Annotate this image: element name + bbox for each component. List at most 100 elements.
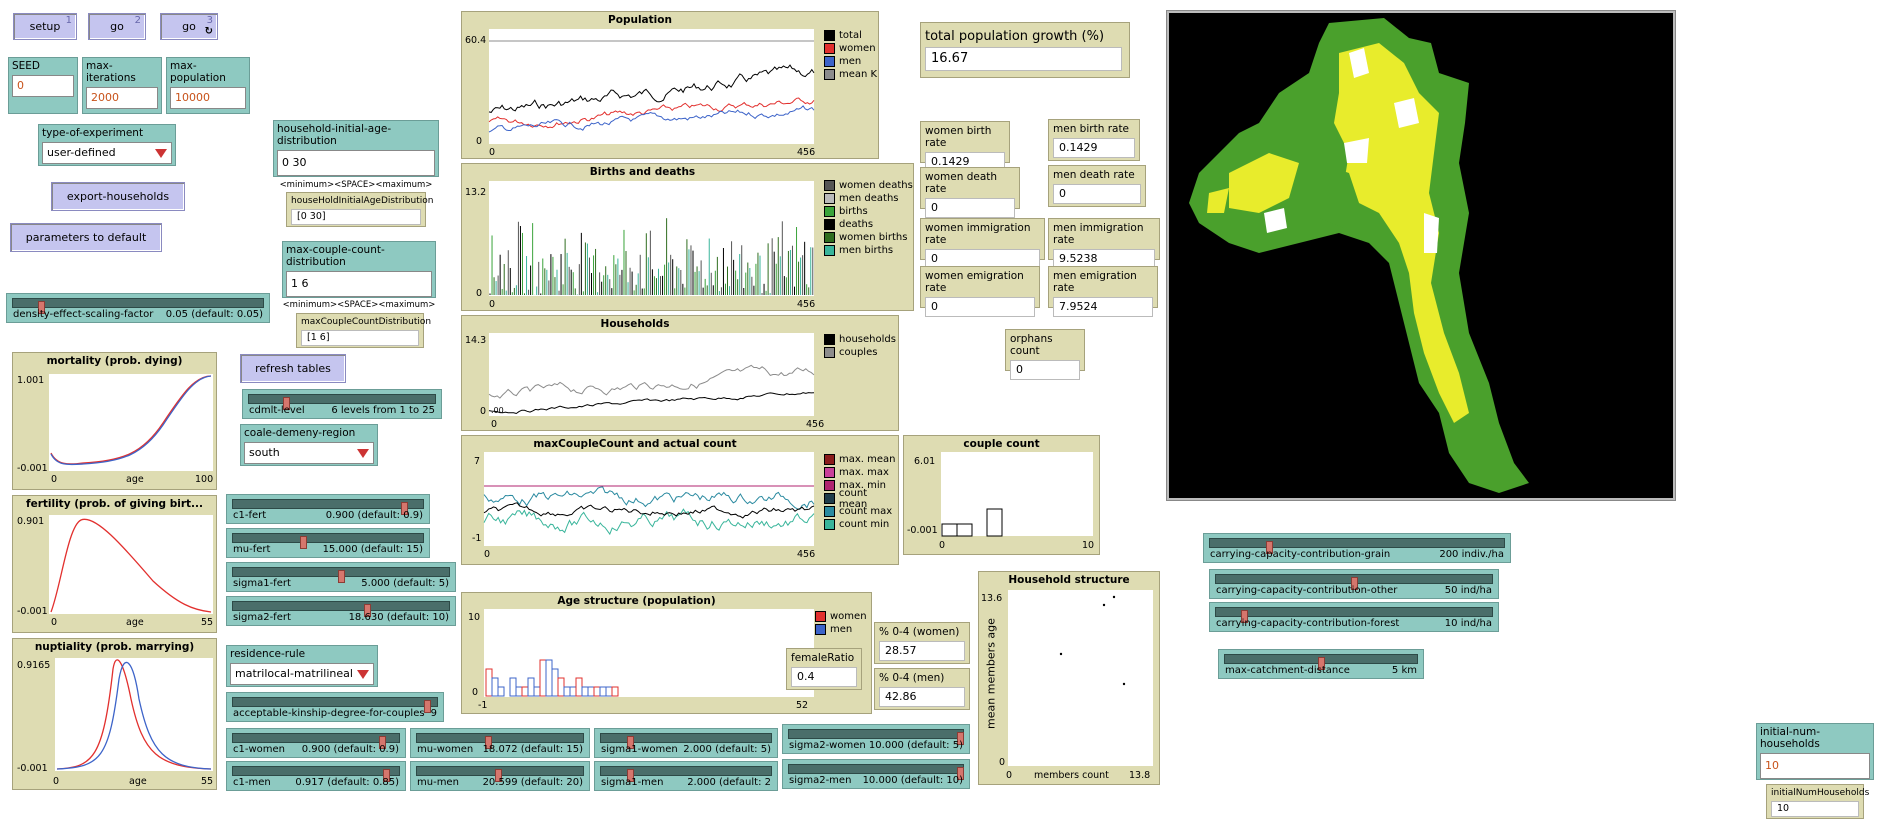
max-catchment-distance-slider[interactable]: max-catchment-distance 5 km [1218,649,1424,679]
slider-track[interactable] [1215,607,1493,623]
sigma1-women-slider[interactable]: sigma1-women 2.000 (default: 5) [594,728,778,758]
max-iterations-input[interactable]: max-iterations 2000 [82,57,162,114]
slider-knob[interactable] [495,769,503,782]
slider-name: sigma2-fert [233,612,291,623]
slider-name: c1-men [233,777,271,788]
mu-fert-slider[interactable]: mu-fert 15.000 (default: 15) [226,528,430,558]
refresh-tables-button[interactable]: refresh tables [240,354,346,383]
cc-other-slider[interactable]: carrying-capacity-contribution-other 50 … [1209,569,1499,599]
slider-knob[interactable] [401,502,408,515]
x-max-label: 52 [796,700,809,711]
slider-knob[interactable] [338,570,345,583]
slider-track[interactable] [232,533,424,549]
slider-knob[interactable] [626,736,634,749]
slider-knob[interactable] [363,604,371,617]
sigma2-men-slider[interactable]: sigma2-men 10.000 (default: 10) [782,759,970,789]
sigma1-men-slider[interactable]: sigma1-men 2.000 (default: 2 [594,761,778,791]
slider-track[interactable] [600,766,772,782]
initial-num-households-value[interactable]: 10 [1760,753,1870,779]
slider-knob[interactable] [1265,541,1273,554]
initial-num-households-input[interactable]: initial-num-households 10 [1756,723,1874,780]
cdmlt-level-slider[interactable]: cdmlt-level 6 levels from 1 to 25 [242,389,442,419]
max-iterations-value[interactable]: 2000 [86,87,158,109]
slider-track[interactable] [788,764,964,780]
household-initial-age-value[interactable]: 0 30 [277,150,435,176]
mu-men-slider[interactable]: mu-men 20.599 (default: 20) [410,761,590,791]
slider-knob[interactable] [283,397,291,410]
slider-knob[interactable] [1318,657,1325,670]
legend-item: households [824,333,896,346]
slider-track[interactable] [248,394,436,410]
slider-name: sigma2-women [789,740,866,751]
cc-forest-slider[interactable]: carrying-capacity-contribution-forest 10… [1209,602,1499,632]
slider-track[interactable] [416,766,584,782]
go-forever-button[interactable]: go 3 ↻ [160,13,218,40]
y-min-label: -1 [472,533,482,544]
slider-track[interactable] [416,733,584,749]
slider-track[interactable] [232,766,400,782]
slider-track[interactable] [1224,654,1418,670]
density-effect-slider[interactable]: density-effect-scaling-factor 0.05 (defa… [6,293,270,323]
slider-knob[interactable] [485,736,493,749]
residence-rule-select[interactable]: matrilocal-matrilineal [230,663,374,685]
slider-knob[interactable] [956,732,964,745]
max-couple-count-value[interactable]: 1 6 [286,271,432,297]
slider-value: 20.599 (default: 20) [482,777,583,788]
slider-knob[interactable] [300,536,308,549]
plot-title: Births and deaths [589,166,696,178]
legend-label: births [839,206,868,217]
slider-track[interactable] [1215,574,1493,590]
women-birth-rate-monitor: women birth rate 0.1429 [920,121,1010,172]
legend-swatch [824,69,835,80]
x-min-label: 0 [53,776,60,787]
max-population-value[interactable]: 10000 [170,87,246,109]
go-button[interactable]: go 2 [88,13,146,40]
slider-track[interactable] [232,499,424,515]
seed-input[interactable]: SEED 0 [8,57,78,114]
c1-men-slider[interactable]: c1-men 0.917 (default: 0.85) [226,761,406,791]
coale-demeny-region-chooser[interactable]: coale-demeny-region south [240,424,378,466]
type-of-experiment-chooser[interactable]: type-of-experiment user-defined [38,124,176,166]
slider-knob[interactable] [379,736,387,749]
world-view[interactable] [1166,10,1676,501]
kinship-degree-slider[interactable]: acceptable-kinship-degree-for-couples 9 [226,692,444,722]
slider-track[interactable] [232,601,450,617]
coale-demeny-select[interactable]: south [244,442,374,464]
slider-track[interactable] [1209,538,1505,554]
legend-label: men births [839,245,894,256]
c1-women-slider[interactable]: c1-women 0.900 (default: 0.9) [226,728,406,758]
household-initial-age-input[interactable]: household-initial-age-distribution 0 30 [273,120,439,177]
slider-knob[interactable] [1351,577,1358,590]
sigma2-women-slider[interactable]: sigma2-women 10.000 (default: 5) [782,724,970,754]
legend: total women men mean K [824,29,877,81]
seed-value[interactable]: 0 [12,75,74,97]
slider-value: 0.900 (default: 0.9) [301,744,399,755]
slider-track[interactable] [232,733,400,749]
export-households-button[interactable]: export-households [51,182,185,211]
slider-knob[interactable] [382,769,390,782]
sigma2-fert-slider[interactable]: sigma2-fert 18.630 (default: 10) [226,596,456,626]
sigma1-fert-slider[interactable]: sigma1-fert 5.000 (default: 5) [226,562,456,592]
slider-track[interactable] [788,729,964,745]
slider-track[interactable] [600,733,772,749]
setup-button[interactable]: setup 1 [13,13,77,40]
residence-rule-chooser[interactable]: residence-rule matrilocal-matrilineal [226,645,378,687]
slider-knob[interactable] [626,769,634,782]
max-population-input[interactable]: max-population 10000 [166,57,250,114]
parameters-to-default-button[interactable]: parameters to default [10,223,162,252]
x-max-label: 100 [195,474,214,485]
slider-track[interactable] [232,567,450,583]
slider-track[interactable] [232,697,438,713]
monitor-label: men emigration rate [1053,270,1137,294]
type-of-experiment-select[interactable]: user-defined [42,142,172,164]
slider-track[interactable] [12,298,264,314]
c1-fert-slider[interactable]: c1-fert 0.900 (default: 0.9) [226,494,430,524]
slider-name: sigma2-men [789,775,852,786]
slider-knob[interactable] [423,700,431,713]
max-couple-count-input[interactable]: max-couple-count-distribution 1 6 [282,241,436,298]
slider-knob[interactable] [956,767,964,780]
mu-women-slider[interactable]: mu-women 18.072 (default: 15) [410,728,590,758]
slider-knob[interactable] [37,301,45,314]
cc-grain-slider[interactable]: carrying-capacity-contribution-grain 200… [1203,533,1511,563]
slider-knob[interactable] [1240,610,1248,623]
